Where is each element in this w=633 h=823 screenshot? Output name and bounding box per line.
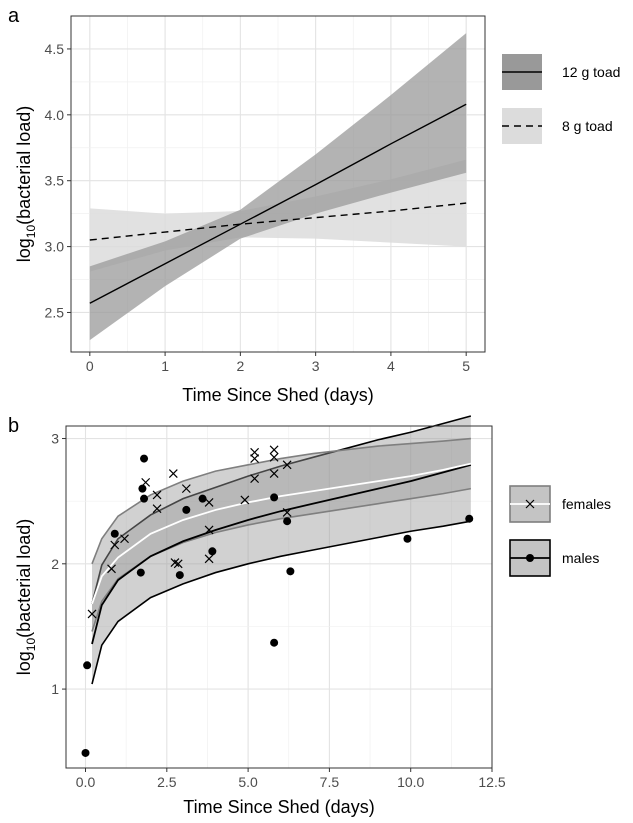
ribbon-upper-edge-males bbox=[91, 415, 472, 605]
male-data-point bbox=[182, 505, 191, 514]
male-data-point bbox=[138, 484, 147, 493]
panel-a-y-axis-label: log10(bacterial load) bbox=[14, 106, 38, 262]
panel-a-x-axis-label: Time Since Shed (days) bbox=[182, 385, 373, 405]
x-tick-label: 0 bbox=[86, 358, 94, 374]
y-tick-label: 3.5 bbox=[45, 173, 65, 189]
female-data-point bbox=[87, 609, 97, 619]
y-tick-label: 4.5 bbox=[45, 41, 65, 57]
female-data-point bbox=[120, 534, 129, 544]
panel-b-x-ticks: 0.0 2.5 5.0 7.5 10.0 12.5 bbox=[76, 768, 506, 790]
male-data-point bbox=[140, 454, 149, 463]
female-data-point bbox=[282, 508, 292, 517]
y-tick-label: 2 bbox=[51, 556, 59, 572]
legend-label: 12 g toad bbox=[562, 64, 620, 80]
male-data-point bbox=[140, 494, 149, 503]
female-data-point bbox=[269, 469, 279, 479]
male-data-point bbox=[286, 567, 295, 576]
panel-b-fit-lines bbox=[91, 462, 472, 645]
fit-line-males bbox=[91, 463, 472, 645]
panel-a-label: a bbox=[8, 5, 20, 27]
male-data-point bbox=[136, 568, 145, 577]
legend-label: males bbox=[562, 550, 599, 566]
x-tick-label: 4 bbox=[387, 358, 395, 374]
panel-b-plot-area bbox=[66, 426, 492, 768]
male-data-point bbox=[198, 494, 207, 503]
female-data-point bbox=[250, 454, 260, 463]
panel-b-frame bbox=[65, 425, 493, 769]
panel-a-lines bbox=[89, 103, 467, 304]
female-data-point bbox=[204, 497, 214, 507]
panel-b-y-axis-label: log10(bacterial load) bbox=[14, 519, 38, 675]
x-tick-label: 12.5 bbox=[478, 774, 505, 790]
male-data-point bbox=[83, 661, 92, 670]
x-tick-label: 0.0 bbox=[76, 774, 96, 790]
confidence-ribbon-females bbox=[92, 438, 471, 632]
series-line-8g bbox=[89, 202, 467, 241]
confidence-ribbon-males bbox=[92, 415, 471, 685]
x-tick-label: 1 bbox=[161, 358, 169, 374]
ribbon-upper-edge-females bbox=[91, 437, 471, 565]
female-data-point bbox=[269, 445, 279, 455]
y-tick-label: 4.0 bbox=[45, 107, 65, 123]
female-data-point bbox=[181, 484, 191, 494]
x-tick-label: 2.5 bbox=[157, 774, 177, 790]
y-tick-label: 1 bbox=[51, 681, 59, 697]
legend-x-marker bbox=[525, 499, 535, 509]
panel-b-x-axis-label: Time Since Shed (days) bbox=[183, 797, 374, 817]
x-tick-label: 3 bbox=[312, 358, 320, 374]
y-tick-label: 2.5 bbox=[45, 304, 65, 320]
panel-b-y-ticks: 1 2 3 bbox=[51, 431, 66, 697]
fit-line-females bbox=[91, 462, 472, 605]
y-tick-label: 3.0 bbox=[45, 239, 65, 255]
x-tick-label: 5.0 bbox=[238, 774, 258, 790]
legend-label: females bbox=[562, 496, 611, 512]
panel-b-legend: females males bbox=[509, 485, 611, 577]
panel-a-x-ticks: 0 1 2 3 4 5 bbox=[86, 352, 470, 374]
x-tick-label: 10.0 bbox=[397, 774, 424, 790]
x-tick-label: 2 bbox=[236, 358, 244, 374]
x-tick-label: 5 bbox=[462, 358, 470, 374]
female-data-point bbox=[173, 559, 183, 569]
male-data-point bbox=[465, 514, 474, 523]
panel-a-frame bbox=[70, 15, 486, 353]
male-data-point bbox=[81, 748, 90, 757]
male-data-point bbox=[283, 517, 292, 526]
panel-b: b 0.0 2.5 5.0 7.5 10.0 12.5 1 2 3 Time Since Sh… bbox=[8, 415, 611, 817]
male-data-point bbox=[175, 571, 184, 580]
female-data-point bbox=[141, 477, 151, 487]
female-data-point bbox=[168, 469, 178, 479]
legend-label: 8 g toad bbox=[562, 118, 613, 134]
female-data-point bbox=[250, 474, 260, 484]
female-data-point bbox=[152, 504, 162, 514]
panel-a-ribbons bbox=[89, 33, 467, 341]
series-line-12g bbox=[89, 103, 467, 304]
panel-b-label: b bbox=[8, 415, 19, 437]
panel-a-legend: 12 g toad 8 g toad bbox=[502, 54, 620, 144]
female-data-point bbox=[107, 564, 116, 574]
confidence-ribbon-12g bbox=[89, 33, 467, 341]
male-data-point bbox=[270, 493, 279, 502]
female-data-point bbox=[240, 495, 250, 505]
y-tick-label: 3 bbox=[51, 431, 59, 447]
ribbon-lower-edge-males bbox=[91, 520, 472, 685]
female-data-point bbox=[269, 452, 279, 462]
male-data-point bbox=[270, 638, 279, 647]
female-data-point bbox=[110, 540, 120, 550]
legend-dot-marker bbox=[526, 554, 534, 562]
female-data-point bbox=[282, 460, 292, 470]
male-data-point bbox=[208, 547, 217, 556]
male-data-point bbox=[110, 529, 119, 538]
male-data-point bbox=[403, 534, 412, 543]
panel-a-y-ticks: 2.5 3.0 3.5 4.0 4.5 bbox=[45, 41, 71, 320]
female-data-point bbox=[250, 447, 260, 457]
x-tick-label: 7.5 bbox=[320, 774, 340, 790]
panel-a: a 0 1 2 3 4 5 2.5 3.0 3.5 4.0 4.5 Time Since Shed… bbox=[8, 5, 620, 405]
panel-b-points bbox=[81, 445, 474, 757]
female-data-point bbox=[152, 490, 162, 500]
female-data-point bbox=[204, 554, 214, 564]
female-data-point bbox=[204, 525, 214, 535]
